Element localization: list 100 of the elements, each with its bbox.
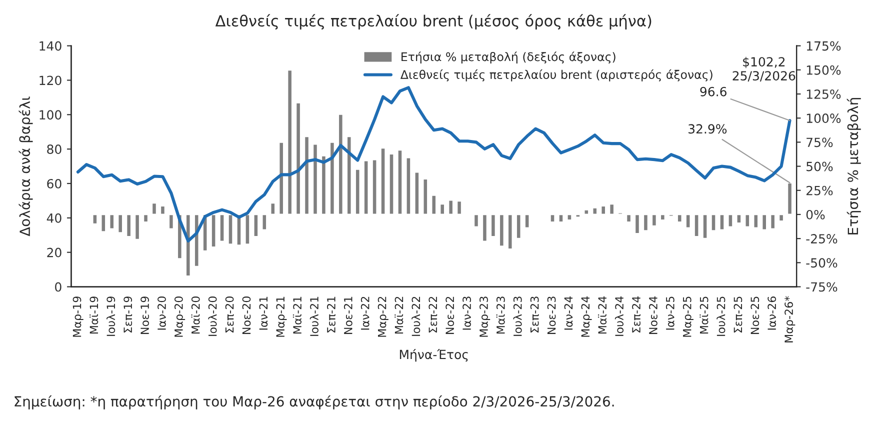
bar <box>676 214 683 223</box>
x-tick-label: Μαρ-20 <box>174 296 186 337</box>
bar <box>329 141 336 216</box>
x-tick-label: Ιουλ-19 <box>106 296 116 336</box>
x-tick-label: Μαϊ-22 <box>394 296 404 334</box>
bar <box>473 214 480 228</box>
bar <box>524 214 530 229</box>
y2-tick-label: 50% <box>806 162 833 172</box>
bar <box>490 214 496 238</box>
bar <box>736 214 742 224</box>
bar <box>694 214 700 238</box>
y2-axis-title: Ετήσια % μεταβολή <box>846 98 861 234</box>
bar <box>507 214 514 250</box>
bar <box>770 214 776 230</box>
bar <box>744 214 750 228</box>
y-tick-label: 80 <box>47 144 62 154</box>
bar <box>295 102 302 216</box>
bar <box>388 153 395 216</box>
bar <box>727 214 734 228</box>
x-tick-label: Μαρ-23 <box>480 296 490 337</box>
y-axis-title: Δολάρια ανά βαρέλι <box>18 96 33 236</box>
x-tick-label: Μαρ-24 <box>581 296 592 337</box>
annotation: $102,2 25/3/2026 <box>732 56 796 82</box>
y-tick-label: 40 <box>46 213 62 223</box>
y2-tick-label: 175% <box>806 41 841 51</box>
bar <box>626 214 632 223</box>
bar <box>685 214 692 229</box>
bar <box>422 178 428 216</box>
bar <box>286 69 293 216</box>
x-tick-label: Ιαν-22 <box>360 296 370 330</box>
y2-tick-label: -25% <box>806 234 838 244</box>
legend-label: Ετήσια % μεταβολή (δεξιός άξονας) <box>402 52 616 64</box>
bar <box>108 214 115 230</box>
x-tick-label: Νοε-21 <box>344 296 352 334</box>
bar <box>338 114 344 216</box>
x-tick-label: Μαϊ-21 <box>292 296 302 334</box>
x-tick-label: Ιουλ-21 <box>310 296 318 336</box>
x-tick-label: Σεπ-19 <box>124 296 132 333</box>
bar <box>660 214 666 221</box>
y-tick-label: 0 <box>55 282 62 292</box>
data-label: 32.9% <box>688 124 727 134</box>
bar <box>396 149 404 216</box>
bar <box>142 214 149 223</box>
x-tick-label: Σεπ-25 <box>734 296 742 333</box>
x-tick-label: Ιαν-25 <box>666 296 674 330</box>
bar <box>312 143 318 216</box>
bar <box>642 214 649 232</box>
bar <box>270 202 276 216</box>
y2-tick-label: 125% <box>806 89 841 99</box>
x-tick-label: Νοε-25 <box>750 296 760 334</box>
bar <box>702 214 708 240</box>
bar <box>786 182 793 216</box>
bar <box>761 214 768 231</box>
bar <box>168 214 174 230</box>
bar <box>380 147 386 216</box>
bar <box>710 214 717 232</box>
x-tick-label: Σεπ-21 <box>327 296 336 333</box>
bar <box>278 141 284 216</box>
line-series <box>76 86 792 243</box>
bar <box>227 214 234 246</box>
bar <box>583 208 590 216</box>
x-tick-label: Νοε-24 <box>649 296 658 334</box>
y-tick-label: 120 <box>40 76 62 86</box>
x-axis-title: Μήνα-Έτος <box>400 349 468 362</box>
y-tick-label: 100 <box>40 110 62 120</box>
bar <box>448 199 454 216</box>
bar <box>134 214 140 240</box>
x-tick-label: Ιουλ-25 <box>716 296 726 336</box>
text: Σημείωση: *η παρατήρηση του Μαρ-26 αναφέρεται στην περίοδο 2/3/2026-25/3/2026. <box>14 395 614 410</box>
bar <box>304 136 310 216</box>
bar <box>372 158 378 216</box>
x-tick-label: Μαρ-21 <box>276 296 287 337</box>
bar <box>244 214 250 246</box>
bar <box>718 214 726 231</box>
bar <box>92 214 98 225</box>
x-tick-label: Μαρ-25 <box>682 296 694 337</box>
x-tick-label: Σεπ-24 <box>632 296 641 333</box>
bar <box>516 214 522 240</box>
x-tick-label: Ιουλ-24 <box>614 296 624 336</box>
bar <box>100 214 106 233</box>
legend-label: Διεθνείς τιμές πετρελαίου brent (αριστερός άξονας) <box>400 69 712 82</box>
x-tick-label: Σεπ-22 <box>428 296 438 333</box>
bar <box>439 203 446 216</box>
chart-title: Διεθνείς τιμές πετρελαίου brent (μέσος όρος κάθε μήνα) <box>215 14 652 30</box>
x-tick-label: Ιουλ-23 <box>513 296 522 336</box>
bar <box>752 214 759 229</box>
bar <box>414 171 420 216</box>
bar <box>430 194 437 216</box>
bar <box>634 214 640 234</box>
bar <box>354 168 361 216</box>
x-tick-label: Μαρ-26* <box>784 296 796 342</box>
bar <box>482 214 488 242</box>
x-tick-label: Νοε-23 <box>547 296 556 334</box>
bar <box>405 156 412 216</box>
x-tick-label: Νοε-20 <box>242 296 251 334</box>
bar <box>261 214 268 231</box>
bar <box>608 203 615 216</box>
bar <box>456 200 462 216</box>
x-tick-label: Μαϊ-25 <box>700 296 708 334</box>
x-tick-label: Νοε-19 <box>140 296 149 334</box>
